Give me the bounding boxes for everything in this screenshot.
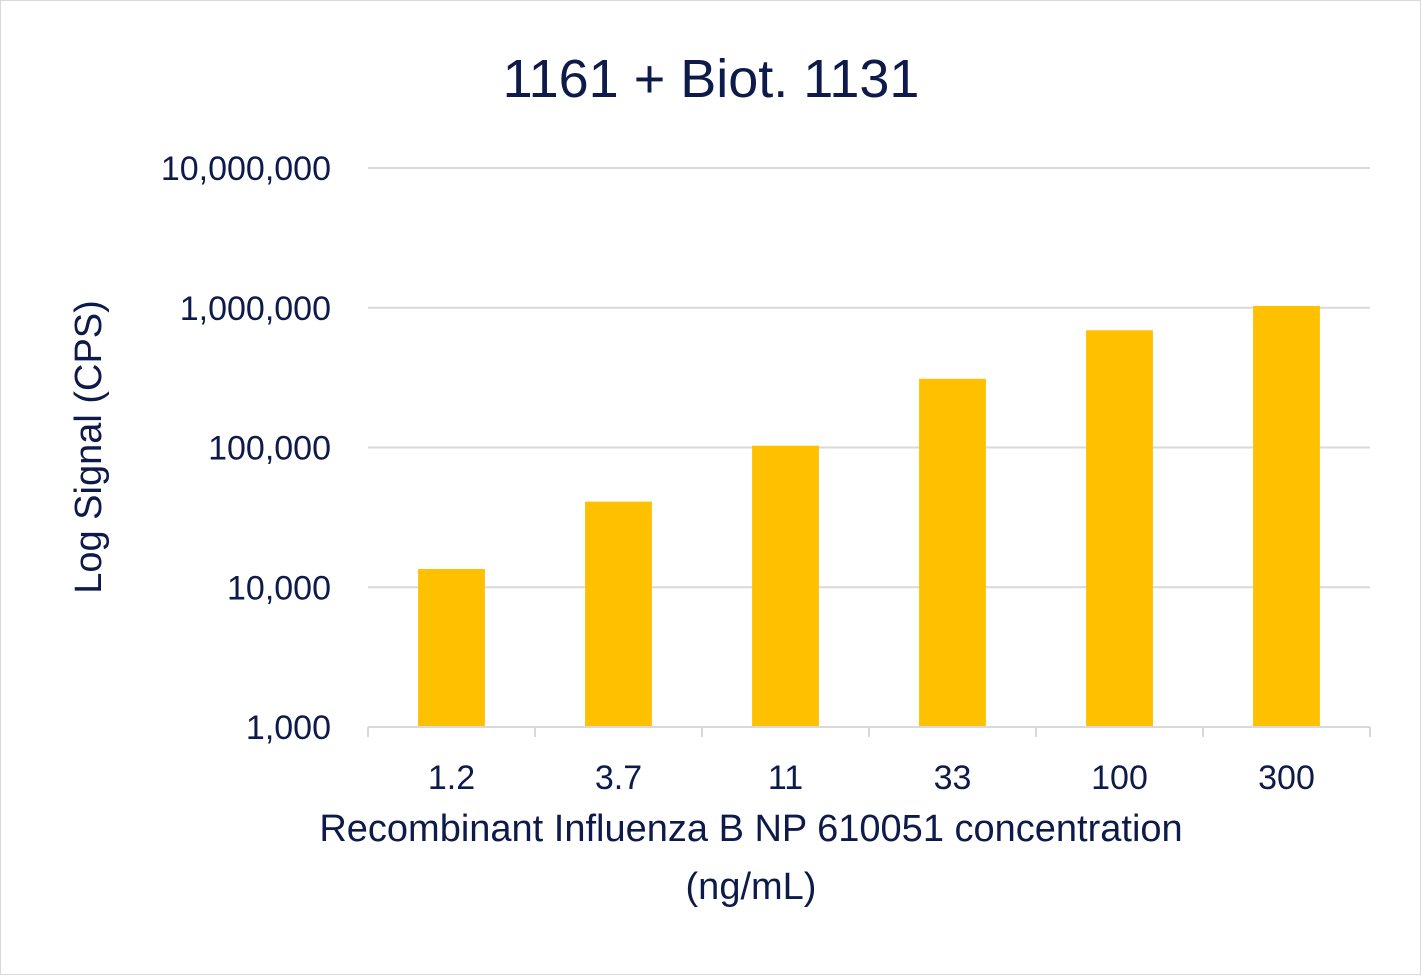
y-tick-label: 100,000 — [208, 430, 331, 468]
bar — [1253, 305, 1320, 727]
y-tick-label: 10,000,000 — [161, 150, 331, 188]
x-axis-label-line-2: (ng/mL) — [686, 866, 817, 908]
bar — [752, 445, 819, 727]
x-tick-label: 33 — [934, 759, 972, 797]
y-tick-label: 1,000 — [246, 709, 331, 747]
bar — [919, 378, 986, 727]
x-axis-label-line-1: Recombinant Influenza B NP 610051 concen… — [319, 808, 1182, 850]
chart-title: 1161 + Biot. 1131 — [503, 49, 920, 109]
y-axis-label: Log Signal (CPS) — [68, 300, 110, 594]
y-axis-ticks: 1,000 10,000 100,000 1,000,000 10,000,000 — [161, 150, 331, 747]
bar — [418, 569, 485, 727]
x-tick-label: 11 — [768, 759, 803, 797]
bar — [585, 501, 652, 727]
x-tick-label: 300 — [1258, 759, 1315, 797]
x-tick-label: 100 — [1091, 759, 1148, 797]
y-tick-label: 10,000 — [227, 569, 331, 607]
x-tick-label: 1.2 — [428, 759, 475, 797]
y-tick-label: 1,000,000 — [180, 290, 331, 328]
x-axis — [367, 726, 1371, 737]
x-tick-label: 3.7 — [595, 759, 642, 797]
grid-lines — [368, 167, 1370, 589]
x-axis-ticks: 1.2 3.7 11 33 100 300 — [428, 759, 1315, 797]
bar — [1086, 330, 1153, 727]
bars — [418, 305, 1320, 727]
